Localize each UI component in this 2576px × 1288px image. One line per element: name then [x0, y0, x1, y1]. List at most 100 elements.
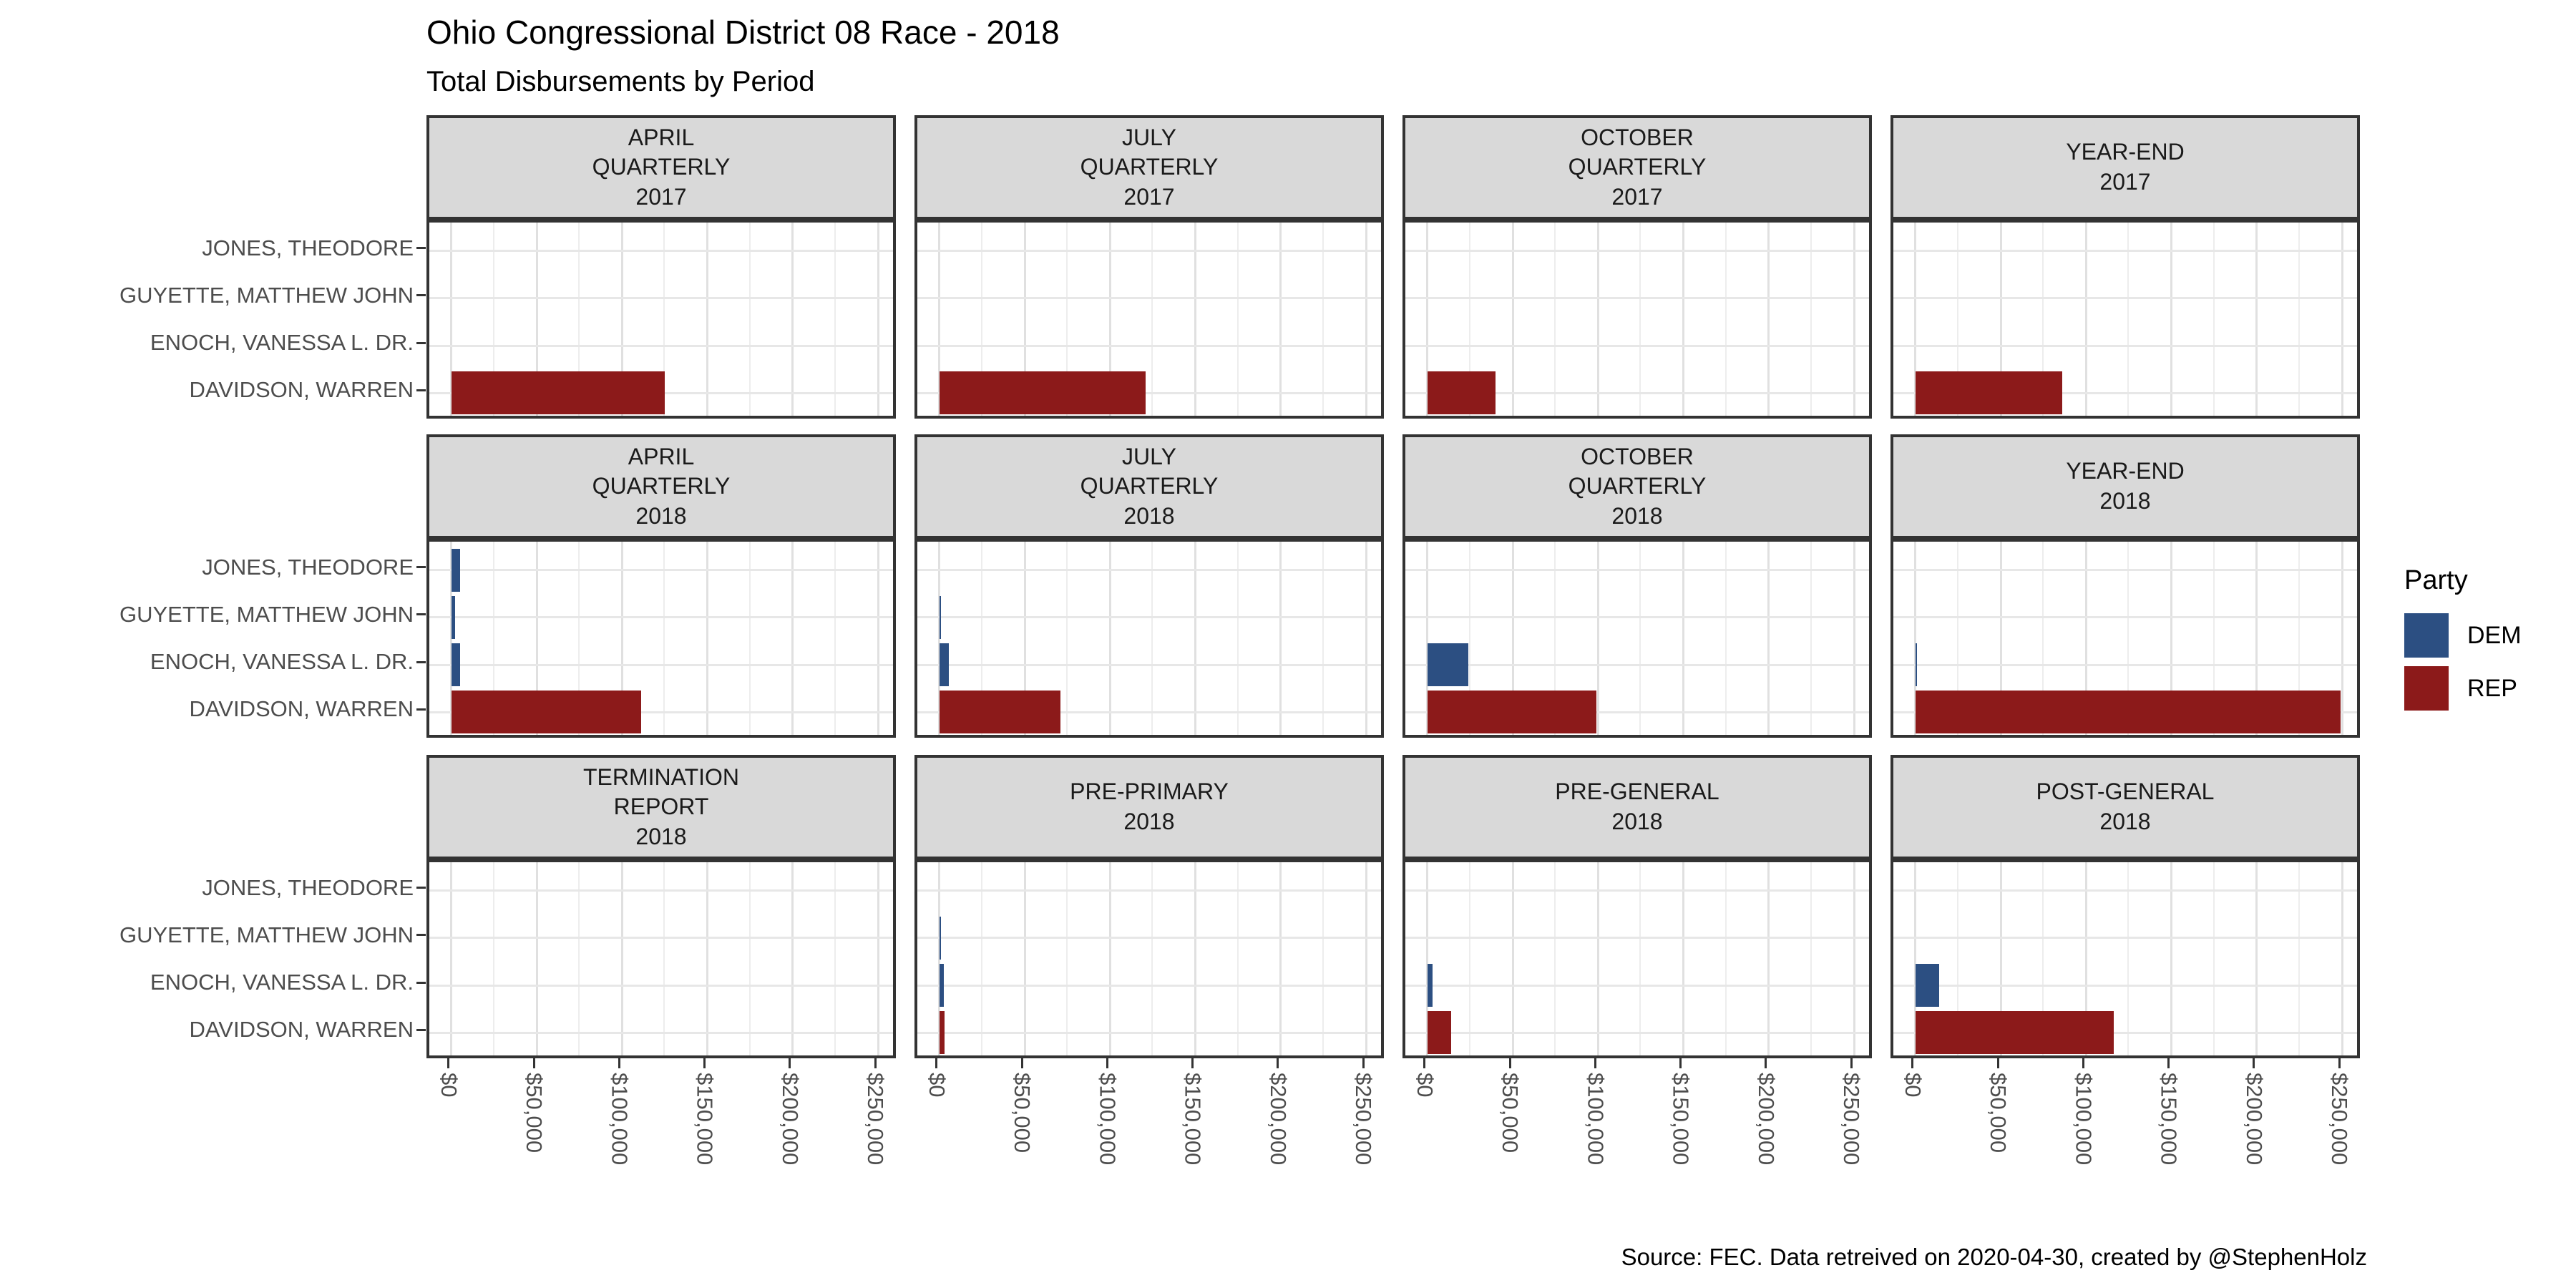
- gridline-vertical: [1108, 542, 1111, 735]
- x-axis-tick: [1911, 1058, 1914, 1068]
- gridline-vertical: [1554, 542, 1556, 735]
- gridline-vertical: [1279, 862, 1282, 1055]
- bar-rep: [1427, 371, 1496, 415]
- x-axis-label: $250,000: [1351, 1073, 1377, 1166]
- gridline-vertical: [1724, 862, 1727, 1055]
- x-axis-tick: [1277, 1058, 1279, 1068]
- gridline-vertical: [1151, 862, 1153, 1055]
- gridline-vertical: [620, 542, 623, 735]
- facet-strip: APRIL QUARTERLY 2017: [426, 115, 896, 220]
- gridline-vertical: [2170, 542, 2173, 735]
- y-axis-tick: [416, 247, 426, 250]
- gridline-vertical: [877, 223, 879, 416]
- gridline-vertical: [706, 223, 709, 416]
- gridline-vertical: [620, 862, 623, 1055]
- gridline-horizontal: [1405, 984, 1869, 987]
- legend-label-rep: REP: [2467, 674, 2517, 702]
- x-axis-label: $250,000: [2327, 1073, 2353, 1166]
- gridline-horizontal: [429, 711, 893, 713]
- gridline-vertical: [1365, 542, 1367, 735]
- bar-dem: [451, 548, 460, 592]
- facet-panel: [1402, 859, 1872, 1058]
- gridline-vertical: [1468, 223, 1470, 416]
- gridline-vertical: [663, 223, 665, 416]
- gridline-vertical: [2341, 862, 2343, 1055]
- gridline-horizontal: [917, 711, 1381, 713]
- gridline-vertical: [2084, 542, 2087, 735]
- gridline-vertical: [1322, 223, 1324, 416]
- gridline-vertical: [1596, 862, 1599, 1055]
- gridline-vertical: [2127, 542, 2129, 735]
- bar-rep: [1915, 691, 2341, 734]
- facet-panel: [426, 859, 896, 1058]
- x-axis-label: $100,000: [607, 1073, 633, 1166]
- gridline-vertical: [2298, 223, 2300, 416]
- gridline-vertical: [877, 542, 879, 735]
- gridline-horizontal: [1893, 344, 2357, 347]
- gridline-vertical: [1511, 223, 1514, 416]
- gridline-horizontal: [917, 569, 1381, 572]
- gridline-vertical: [1236, 542, 1239, 735]
- gridline-horizontal: [429, 1031, 893, 1034]
- gridline-vertical: [791, 542, 794, 735]
- y-axis-label: GUYETTE, MATTHEW JOHN: [119, 922, 414, 947]
- gridline-vertical: [1151, 223, 1153, 416]
- gridline-vertical: [1767, 223, 1770, 416]
- x-axis-label: $0: [1900, 1073, 1926, 1098]
- gridline-vertical: [2255, 862, 2258, 1055]
- gridline-vertical: [1914, 862, 1917, 1055]
- gridline-horizontal: [917, 297, 1381, 300]
- gridline-vertical: [1108, 862, 1111, 1055]
- page-title: Ohio Congressional District 08 Race - 20…: [426, 14, 1060, 51]
- gridline-vertical: [834, 542, 836, 735]
- gridline-horizontal: [429, 250, 893, 253]
- bar-dem: [939, 595, 942, 639]
- gridline-vertical: [535, 862, 538, 1055]
- legend-item-dem: DEM: [2404, 613, 2522, 658]
- bar-rep: [939, 371, 1146, 415]
- gridline-vertical: [1194, 223, 1197, 416]
- bar-rep: [1915, 371, 2062, 415]
- gridline-horizontal: [1405, 711, 1869, 713]
- gridline-horizontal: [917, 344, 1381, 347]
- gridline-horizontal: [1405, 569, 1869, 572]
- x-axis-tick: [2082, 1058, 2084, 1068]
- bar-dem: [939, 916, 942, 960]
- gridline-horizontal: [1405, 344, 1869, 347]
- gridline-horizontal: [1405, 663, 1869, 666]
- bar-dem: [1915, 964, 1939, 1008]
- facet-strip: YEAR-END 2017: [1890, 115, 2360, 220]
- x-axis-label: $150,000: [692, 1073, 718, 1166]
- facet-strip: JULY QUARTERLY 2018: [914, 434, 1384, 539]
- gridline-vertical: [938, 223, 941, 416]
- facet-strip-label: YEAR-END 2017: [2066, 139, 2185, 195]
- gridline-vertical: [1767, 862, 1770, 1055]
- gridline-horizontal: [1893, 616, 2357, 619]
- x-axis-tick: [2338, 1058, 2341, 1068]
- facet-panel: [426, 539, 896, 738]
- bar-rep: [1427, 691, 1596, 734]
- facet-strip: PRE-PRIMARY 2018: [914, 755, 1384, 859]
- x-axis-label: $250,000: [863, 1073, 889, 1166]
- gridline-horizontal: [1405, 1031, 1869, 1034]
- bar-dem: [1427, 964, 1433, 1008]
- gridline-vertical: [2127, 223, 2129, 416]
- gridline-horizontal: [429, 344, 893, 347]
- gridline-vertical: [877, 862, 879, 1055]
- gridline-vertical: [791, 223, 794, 416]
- gridline-horizontal: [429, 937, 893, 940]
- gridline-vertical: [1853, 542, 1855, 735]
- bar-rep: [1915, 1011, 2114, 1055]
- gridline-vertical: [2042, 862, 2044, 1055]
- bar-dem: [939, 964, 945, 1008]
- y-axis-tick: [416, 294, 426, 297]
- x-axis-label: $0: [1412, 1073, 1438, 1098]
- y-axis-label: ENOCH, VANESSA L. DR.: [150, 649, 414, 675]
- gridline-vertical: [450, 862, 453, 1055]
- gridline-vertical: [492, 542, 494, 735]
- x-axis-tick: [2253, 1058, 2255, 1068]
- facet-strip-label: OCTOBER QUARTERLY 2017: [1568, 124, 1707, 210]
- x-axis-label: $100,000: [2071, 1073, 2097, 1166]
- y-axis-tick: [416, 389, 426, 391]
- facet-panel: [914, 539, 1384, 738]
